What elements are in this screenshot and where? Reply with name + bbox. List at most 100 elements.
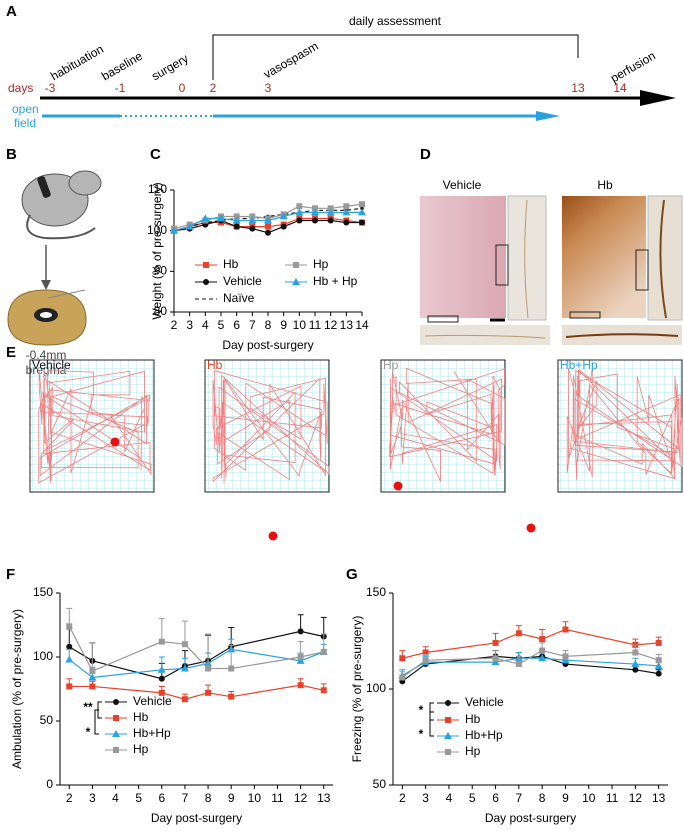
- data-point: [248, 216, 257, 224]
- rat-illustration: [7, 170, 102, 346]
- arena-label: Hp: [383, 358, 399, 372]
- legend-marker: [445, 700, 451, 706]
- series-line: [402, 657, 659, 677]
- error-bar: [158, 618, 165, 642]
- x-tick-label: 10: [248, 791, 262, 805]
- data-point: [538, 654, 547, 662]
- data-point: [561, 656, 570, 664]
- significance-bracket: [94, 709, 99, 735]
- data-point: [66, 643, 73, 650]
- day-label: 2: [210, 81, 217, 95]
- data-point: [422, 657, 429, 664]
- x-tick-label: 2: [66, 791, 73, 805]
- legend-marker: [445, 749, 451, 755]
- significance-label: *: [419, 703, 424, 717]
- y-tick-label: 90: [154, 264, 168, 278]
- data-point: [89, 668, 96, 675]
- data-point: [228, 665, 235, 672]
- legend-marker: [112, 730, 120, 737]
- error-bar: [228, 644, 235, 669]
- data-point: [655, 657, 662, 664]
- event-label: habituation: [48, 42, 106, 83]
- histology-images: [420, 195, 683, 345]
- x-tick-label: 7: [516, 791, 523, 805]
- significance-label: *: [86, 725, 91, 739]
- data-point: [295, 208, 304, 216]
- data-point: [515, 661, 522, 668]
- x-tick-label: 3: [422, 791, 429, 805]
- data-point: [342, 208, 351, 216]
- arena-label: Vehicle: [32, 358, 71, 372]
- legend-marker: [113, 699, 119, 705]
- end-position: [526, 523, 536, 533]
- panel-label: E: [6, 344, 16, 361]
- x-tick-label: 9: [562, 791, 569, 805]
- x-tick-label: 7: [249, 318, 256, 332]
- bracket-label: daily assessment: [349, 14, 442, 28]
- x-tick-label: 13: [317, 791, 331, 805]
- series-line: [402, 628, 659, 659]
- data-point: [296, 203, 303, 210]
- data-point: [158, 689, 165, 696]
- series-line: [69, 684, 324, 700]
- y-tick-label: 100: [33, 649, 53, 663]
- data-point: [358, 208, 366, 216]
- panel-label: G: [346, 566, 358, 583]
- arena-label: Hb+Hp: [560, 358, 598, 372]
- data-point: [422, 649, 429, 656]
- x-tick-label: 10: [293, 318, 307, 332]
- x-tick-label: 12: [629, 791, 643, 805]
- data-point: [249, 213, 256, 220]
- legend-marker: [203, 262, 209, 268]
- data-point: [631, 660, 640, 668]
- error-bar: [89, 642, 96, 672]
- data-point: [492, 655, 499, 662]
- x-tick-label: 12: [324, 318, 338, 332]
- legend-label: Vehicle: [133, 694, 172, 708]
- data-point: [632, 666, 639, 673]
- histology-label: Hb: [597, 178, 613, 192]
- panel-label: B: [6, 146, 17, 163]
- end-position: [268, 531, 278, 541]
- legend-label: Naïve: [223, 291, 255, 305]
- data-point: [181, 641, 188, 648]
- data-point: [265, 229, 271, 236]
- data-point: [205, 689, 212, 696]
- y-tick-label: 50: [373, 777, 387, 791]
- x-tick-label: 4: [202, 318, 209, 332]
- significance-bracket: [429, 711, 434, 737]
- day-label: 13: [571, 81, 585, 95]
- y-axis-label: Weight (% of pre-surgery): [150, 182, 164, 319]
- data-point: [360, 206, 364, 211]
- depth-label: -0.4mm: [26, 348, 67, 362]
- histology-label: Vehicle: [443, 178, 482, 192]
- data-point: [233, 213, 240, 220]
- arena-label: Hb: [207, 358, 223, 372]
- error-bar: [205, 633, 212, 669]
- data-point: [515, 630, 522, 637]
- y-tick-label: 150: [366, 585, 386, 599]
- data-point: [205, 665, 212, 672]
- legend-marker: [203, 279, 209, 285]
- track-path: [212, 370, 330, 483]
- y-tick-label: 0: [46, 777, 53, 791]
- significance-label: **: [83, 700, 93, 714]
- data-point: [201, 214, 210, 222]
- data-point: [655, 670, 662, 677]
- x-tick-label: 7: [182, 791, 189, 805]
- x-tick-label: 10: [582, 791, 596, 805]
- day-label: -3: [45, 81, 56, 95]
- data-point: [359, 219, 365, 226]
- track-path: [389, 367, 506, 482]
- data-point: [265, 223, 271, 230]
- x-tick-label: 11: [271, 791, 284, 805]
- data-point: [89, 683, 96, 690]
- legend-label: Hb: [133, 710, 149, 724]
- x-tick-label: 5: [218, 318, 225, 332]
- legend-label: Hp: [133, 742, 149, 756]
- data-point: [359, 201, 365, 208]
- data-point: [343, 203, 350, 210]
- event-label: baseline: [99, 49, 145, 84]
- x-tick-label: 11: [309, 318, 322, 332]
